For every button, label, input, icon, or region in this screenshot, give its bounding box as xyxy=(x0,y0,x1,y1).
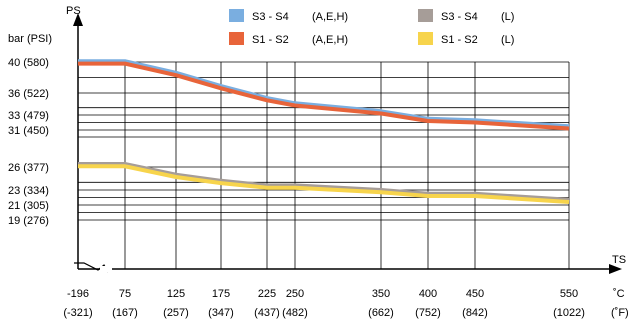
x-tick-label-f: (482) xyxy=(282,307,308,319)
axis-break-gap xyxy=(100,266,112,272)
y-tick-label: 21 (305) xyxy=(8,200,49,212)
x-tick-label-f: (437) xyxy=(254,307,280,319)
x-tick-label-c: 225 xyxy=(258,288,276,300)
x-tick-label-c: 125 xyxy=(167,288,185,300)
legend-series-group: (L) xyxy=(501,34,514,46)
y-tick-label: 40 (580) xyxy=(8,57,49,69)
y-tick-labels: 40 (580) 36 (522) 33 (479) 31 (450) 26 (377)… xyxy=(8,57,49,227)
y-tick-label: 36 (522) xyxy=(8,88,49,100)
x-axis-title: TS xyxy=(612,254,626,266)
legend-series-name: S1 - S2 xyxy=(252,34,289,46)
y-tick-label: 26 (377) xyxy=(8,162,49,174)
y-axis-arrow xyxy=(73,13,83,26)
x-tick-label-c: -196 xyxy=(67,288,89,300)
legend: S3 - S4 (A,E,H) S1 - S2 (A,E,H) S3 - S4 (L) S1… xyxy=(229,9,514,46)
legend-series-name: S3 - S4 xyxy=(252,11,289,23)
y-tick-label: 31 (450) xyxy=(8,125,49,137)
x-tick-label-f: (662) xyxy=(368,307,394,319)
x-tick-label-f: (167) xyxy=(112,307,138,319)
y-tick-label: 23 (334) xyxy=(8,185,49,197)
legend-swatch xyxy=(229,32,244,45)
x-tick-label-f: (842) xyxy=(462,307,488,319)
x-tick-label-f: (347) xyxy=(208,307,234,319)
legend-series-group: (A,E,H) xyxy=(312,34,348,46)
x-tick-label-f: (257) xyxy=(163,307,189,319)
x-tick-label-f: (-321) xyxy=(63,307,92,319)
y-axis-title: PS xyxy=(66,5,81,17)
x-tick-label-f: (752) xyxy=(415,307,441,319)
x-unit-f: (˚F) xyxy=(611,307,629,319)
legend-series-group: (A,E,H) xyxy=(312,11,348,23)
y-tick-label: 33 (479) xyxy=(8,110,49,122)
x-tick-label-c: 550 xyxy=(560,288,578,300)
x-unit-c: ˚C xyxy=(613,288,625,300)
legend-series-group: (L) xyxy=(501,11,514,23)
legend-swatch xyxy=(229,9,244,22)
x-tick-label-c: 450 xyxy=(466,288,484,300)
x-tick-label-c: 250 xyxy=(286,288,304,300)
x-axis-arrow xyxy=(609,264,622,274)
x-tick-labels: -196 (-321) 75 (167) 125 (257) 175 (347) 225 (437… xyxy=(63,288,585,319)
x-tick-label-c: 400 xyxy=(419,288,437,300)
x-tick-label-f: (1022) xyxy=(553,307,585,319)
legend-series-name: S1 - S2 xyxy=(441,34,478,46)
x-tick-label-c: 350 xyxy=(372,288,390,300)
legend-series-name: S3 - S4 xyxy=(441,11,478,23)
series-line-1 xyxy=(78,59,570,129)
legend-swatch xyxy=(418,9,433,22)
series-line-3 xyxy=(78,162,570,202)
x-tick-label-c: 75 xyxy=(119,288,131,300)
y-tick-label: 19 (276) xyxy=(8,215,49,227)
x-tick-label-c: 175 xyxy=(212,288,230,300)
y-unit-label: bar (PSI) xyxy=(8,33,52,45)
series-line-4 xyxy=(78,164,570,204)
series-group xyxy=(78,59,570,204)
legend-swatch xyxy=(418,32,433,45)
series-line-2 xyxy=(78,61,570,131)
grid xyxy=(78,61,570,269)
